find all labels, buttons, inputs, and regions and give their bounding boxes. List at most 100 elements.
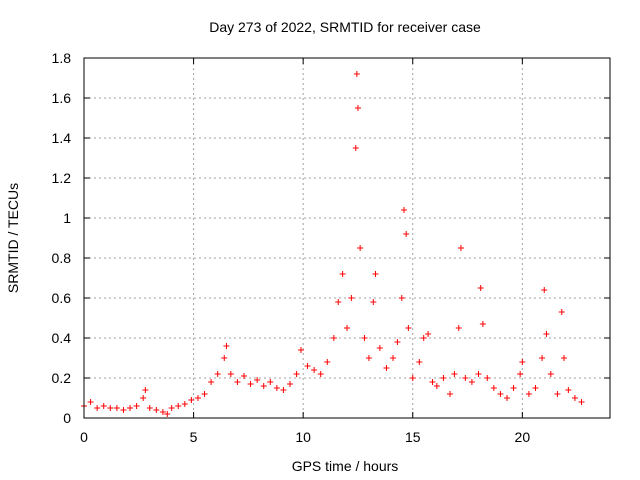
data-point	[547, 371, 554, 377]
data-point	[451, 371, 458, 377]
data-point	[447, 391, 454, 397]
data-point	[541, 287, 548, 293]
data-point	[208, 379, 215, 385]
data-point	[348, 295, 355, 301]
data-point	[181, 401, 188, 407]
data-point	[164, 411, 171, 417]
data-point	[107, 405, 114, 411]
data-point	[376, 345, 383, 351]
data-point	[120, 407, 127, 413]
data-point	[354, 105, 361, 111]
data-points	[81, 71, 585, 417]
data-point	[247, 381, 254, 387]
data-point	[403, 231, 410, 237]
y-tick-label: 0.4	[52, 330, 72, 346]
data-point	[159, 409, 166, 415]
data-point	[477, 285, 484, 291]
data-point	[311, 367, 318, 373]
data-point	[560, 355, 567, 361]
data-point	[429, 379, 436, 385]
data-point	[221, 355, 228, 361]
data-point	[168, 405, 175, 411]
data-point	[153, 407, 160, 413]
y-tick-label: 0.6	[52, 290, 72, 306]
data-point	[175, 403, 182, 409]
data-point	[554, 391, 561, 397]
data-point	[525, 391, 532, 397]
data-point	[383, 365, 390, 371]
data-point	[94, 405, 101, 411]
data-point	[140, 395, 147, 401]
data-point	[517, 371, 524, 377]
data-point	[240, 373, 247, 379]
data-point	[353, 71, 360, 77]
data-point	[100, 403, 107, 409]
data-point	[227, 371, 234, 377]
grid-lines	[84, 58, 610, 418]
data-point	[87, 399, 94, 405]
data-point	[405, 325, 412, 331]
data-point	[420, 335, 427, 341]
y-tick-label: 0	[63, 410, 71, 426]
plot-frame	[83, 57, 611, 419]
data-point	[484, 375, 491, 381]
x-axis-label: GPS time / hours	[292, 458, 399, 474]
data-point	[127, 405, 134, 411]
data-point	[519, 359, 526, 365]
data-point	[330, 335, 337, 341]
data-point	[352, 145, 359, 151]
y-tick-label: 1.2	[52, 170, 72, 186]
data-point	[543, 331, 550, 337]
data-point	[357, 245, 364, 251]
data-point	[416, 359, 423, 365]
y-axis-label: SRMTID / TECUs	[5, 183, 21, 293]
data-point	[565, 387, 572, 393]
data-point	[558, 309, 565, 315]
data-point	[370, 299, 377, 305]
data-point	[133, 403, 140, 409]
data-point	[267, 379, 274, 385]
data-point	[532, 385, 539, 391]
data-point	[571, 395, 578, 401]
x-tick-label: 20	[515, 429, 531, 445]
data-point	[361, 335, 368, 341]
data-point	[468, 379, 475, 385]
data-point	[490, 385, 497, 391]
data-point	[317, 371, 324, 377]
x-tick-label: 0	[80, 429, 88, 445]
y-tick-label: 1.6	[52, 90, 72, 106]
data-point	[497, 391, 504, 397]
data-point	[297, 347, 304, 353]
chart-title: Day 273 of 2022, SRMTID for receiver cas…	[209, 19, 481, 35]
data-point	[223, 343, 230, 349]
data-point	[503, 395, 510, 401]
data-point	[201, 391, 208, 397]
data-point	[462, 375, 469, 381]
data-point	[304, 363, 311, 369]
data-point	[254, 377, 261, 383]
data-point	[390, 355, 397, 361]
data-point	[214, 371, 221, 377]
data-point	[433, 383, 440, 389]
data-point	[398, 295, 405, 301]
data-point	[146, 405, 153, 411]
data-point	[372, 271, 379, 277]
data-point	[188, 397, 195, 403]
data-point	[194, 395, 201, 401]
data-point	[335, 299, 342, 305]
data-point	[479, 321, 486, 327]
data-point	[339, 271, 346, 277]
y-tick-label: 1.8	[52, 50, 72, 66]
data-point	[344, 325, 350, 331]
data-point	[280, 387, 287, 393]
y-tick-label: 1.4	[52, 130, 72, 146]
x-tick-label: 15	[405, 429, 421, 445]
data-point	[457, 245, 464, 251]
data-point	[539, 355, 546, 361]
data-point	[113, 405, 120, 411]
data-point	[475, 371, 482, 377]
data-point	[260, 383, 267, 389]
data-point	[455, 325, 462, 331]
data-point	[578, 399, 585, 405]
